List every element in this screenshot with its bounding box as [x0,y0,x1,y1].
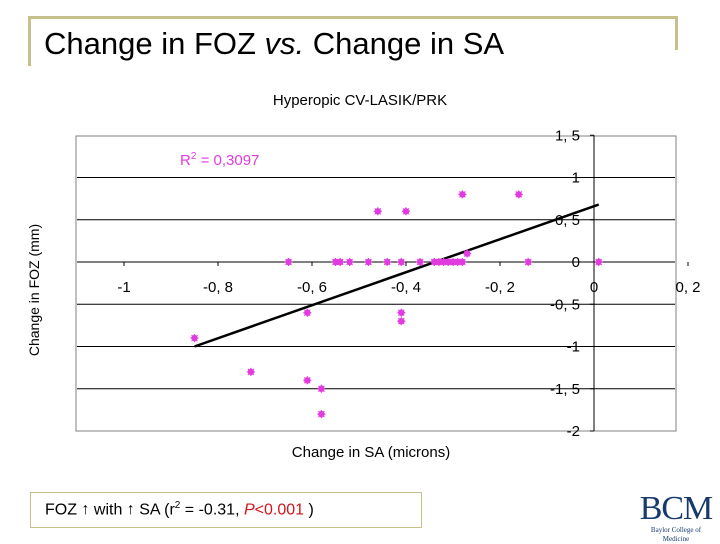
data-point [317,384,326,393]
data-point [303,308,312,317]
data-point [246,367,255,376]
data-point [594,258,603,266]
up-arrow-icon: ↑ [81,501,90,519]
y-tick-label: 1 [572,170,580,187]
r-squared-annotation: R2 = 0,3097 [180,151,259,169]
y-tick-label: -0, 5 [550,296,580,313]
title-frame-top [28,16,678,19]
data-point [397,308,406,317]
x-tick-label: -0, 6 [297,279,327,296]
data-point [416,258,425,266]
chart-title: Hyperopic CV-LASIK/PRK [272,92,448,109]
data-point [345,258,354,266]
data-point [190,334,199,343]
x-tick-label: -1 [117,279,130,296]
data-point [383,258,392,266]
y-tick-label: -2 [567,423,580,440]
data-point [514,190,523,199]
data-point [524,258,533,266]
footnote-text: FOZ ↑ with ↑ SA (r2 = -0.31, P<0.001 ) [45,500,314,519]
title-part-2: Change in SA [304,26,505,61]
r2-value: = 0,3097 [196,152,260,169]
slide-title: Change in FOZ vs. Change in SA [44,26,504,62]
data-point [463,249,472,258]
up-arrow-icon: ↑ [126,501,135,519]
y-axis-title: Change in FOZ (mm) [26,223,42,357]
logo-subtext: Baylor College of Medicine [650,526,702,543]
x-tick-label: -0, 8 [203,279,233,296]
x-axis-title: Change in SA (microns) [291,444,451,461]
data-point [397,258,406,266]
x-tick-label: 0, 2 [675,279,700,296]
data-point [458,190,467,199]
data-point [284,258,293,266]
data-point [397,317,406,326]
p-label: P [243,501,255,519]
footnote-box: FOZ ↑ with ↑ SA (r2 = -0.31, P<0.001 ) [30,492,422,528]
x-tick-label: 0 [590,279,598,296]
data-point [303,376,312,385]
title-frame-right [675,16,678,50]
data-point [402,207,410,216]
fn-text-4: = -0.31, [180,501,244,519]
r2-prefix: R [180,152,191,169]
data-point [364,258,373,266]
p-value: <0.001 [254,501,305,519]
data-point [317,410,326,419]
x-tick-label: -0, 2 [485,279,515,296]
data-point [373,207,382,216]
fn-text-2: with [89,501,127,519]
fn-text-3: SA (r [134,501,175,519]
title-italic: vs. [264,26,305,61]
y-tick-label: 0, 5 [555,212,580,229]
bcm-logo: BCM Baylor College of Medicine [638,492,714,544]
title-frame-left [28,16,31,66]
logo-main: BCM [639,490,714,527]
y-tick-label: 0 [572,254,580,271]
y-tick-label: -1, 5 [550,381,580,398]
data-point [458,258,467,266]
title-part-1: Change in FOZ [44,26,265,61]
trendline [194,203,600,348]
fn-text-5: ) [304,501,314,519]
fn-sup: 2 [174,500,181,511]
y-tick-label: 1, 5 [555,127,580,144]
r2-sup: 2 [190,151,197,162]
fn-text-1: FOZ [45,501,82,519]
data-point [336,258,345,266]
y-tick-label: -1 [567,339,580,356]
x-tick-label: -0, 4 [391,279,421,296]
